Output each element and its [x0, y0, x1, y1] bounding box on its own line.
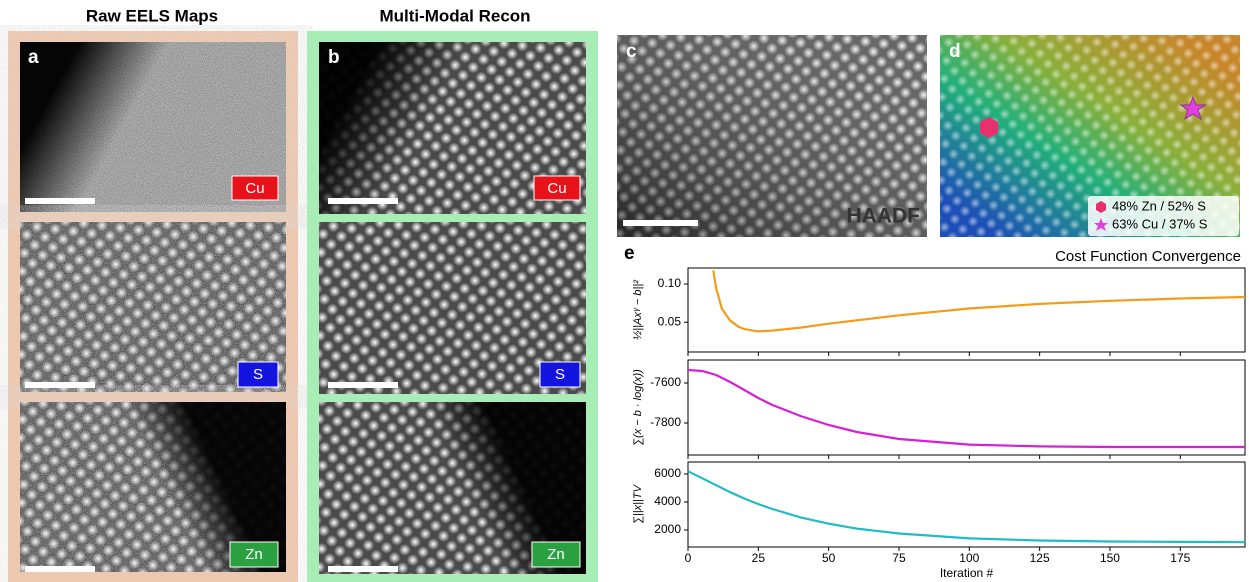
- x-tick-label: 0: [685, 551, 692, 565]
- element-label: S: [555, 366, 565, 383]
- element-label: Cu: [245, 180, 264, 197]
- panel-letter: e: [624, 243, 635, 264]
- x-tick-label: 75: [892, 551, 906, 565]
- panel-b: Multi-Modal Recon b Cu S Zn: [307, 6, 598, 582]
- scale-bar: [25, 566, 95, 572]
- scale-bar: [25, 382, 95, 388]
- scale-bar: [328, 382, 398, 388]
- element-label: S: [253, 366, 263, 383]
- y-tick-label: 2000: [654, 522, 681, 536]
- x-tick-label: 25: [752, 551, 766, 565]
- x-tick-label: 125: [1030, 551, 1050, 565]
- y-axis-label: ½||Axᵞ − b||²: [632, 280, 644, 340]
- y-tick-label: 4000: [654, 494, 681, 508]
- element-label: Cu: [547, 180, 566, 197]
- figure: Raw EELS Maps a Cu S Zn Multi-Modal Reco…: [0, 0, 1249, 582]
- panel-letter: d: [949, 41, 961, 62]
- line: [713, 270, 1245, 331]
- x-tick-label: 150: [1100, 551, 1120, 565]
- x-tick-label: 175: [1170, 551, 1190, 565]
- scale-bar: [623, 220, 698, 226]
- x-axis-label: Iteration #: [940, 566, 994, 580]
- scale-bar: [328, 198, 398, 204]
- x-tick-label: 100: [959, 551, 979, 565]
- panel-d: d 48% Zn / 52% S 63% Cu / 37% S: [940, 35, 1240, 237]
- plot-frame: [688, 268, 1245, 352]
- image-label: HAADF: [847, 205, 921, 228]
- panel-title: Multi-Modal Recon: [379, 6, 530, 25]
- line: [688, 370, 1245, 447]
- x-tick-label: 50: [822, 551, 836, 565]
- plot-frame: [688, 462, 1245, 547]
- y-tick-label: 0.05: [658, 314, 682, 328]
- chart-title: Cost Function Convergence: [1055, 248, 1241, 265]
- legend-label: 48% Zn / 52% S: [1112, 198, 1206, 213]
- panel-letter: b: [328, 47, 340, 68]
- element-label: Zn: [547, 546, 565, 563]
- y-tick-label: 6000: [654, 466, 681, 480]
- legend-label: 63% Cu / 37% S: [1112, 216, 1208, 231]
- line: [688, 471, 1245, 542]
- panel-letter: c: [626, 41, 637, 62]
- panel-letter: a: [28, 47, 39, 68]
- y-axis-label: ∑||x||TV: [632, 483, 644, 523]
- scale-bar: [328, 566, 398, 572]
- scale-bar: [25, 198, 95, 204]
- y-axis-label: ∑(x − b · log(x)): [632, 369, 644, 446]
- panel-title: Raw EELS Maps: [86, 6, 218, 25]
- panel-c: c HAADF: [617, 35, 927, 237]
- element-label: Zn: [245, 546, 263, 563]
- y-tick-label: 0.10: [658, 276, 682, 290]
- y-tick-label: -7600: [650, 375, 681, 389]
- y-tick-label: -7800: [650, 415, 681, 429]
- panel-a: Raw EELS Maps a Cu S Zn: [8, 6, 298, 582]
- plot-frame: [688, 360, 1245, 455]
